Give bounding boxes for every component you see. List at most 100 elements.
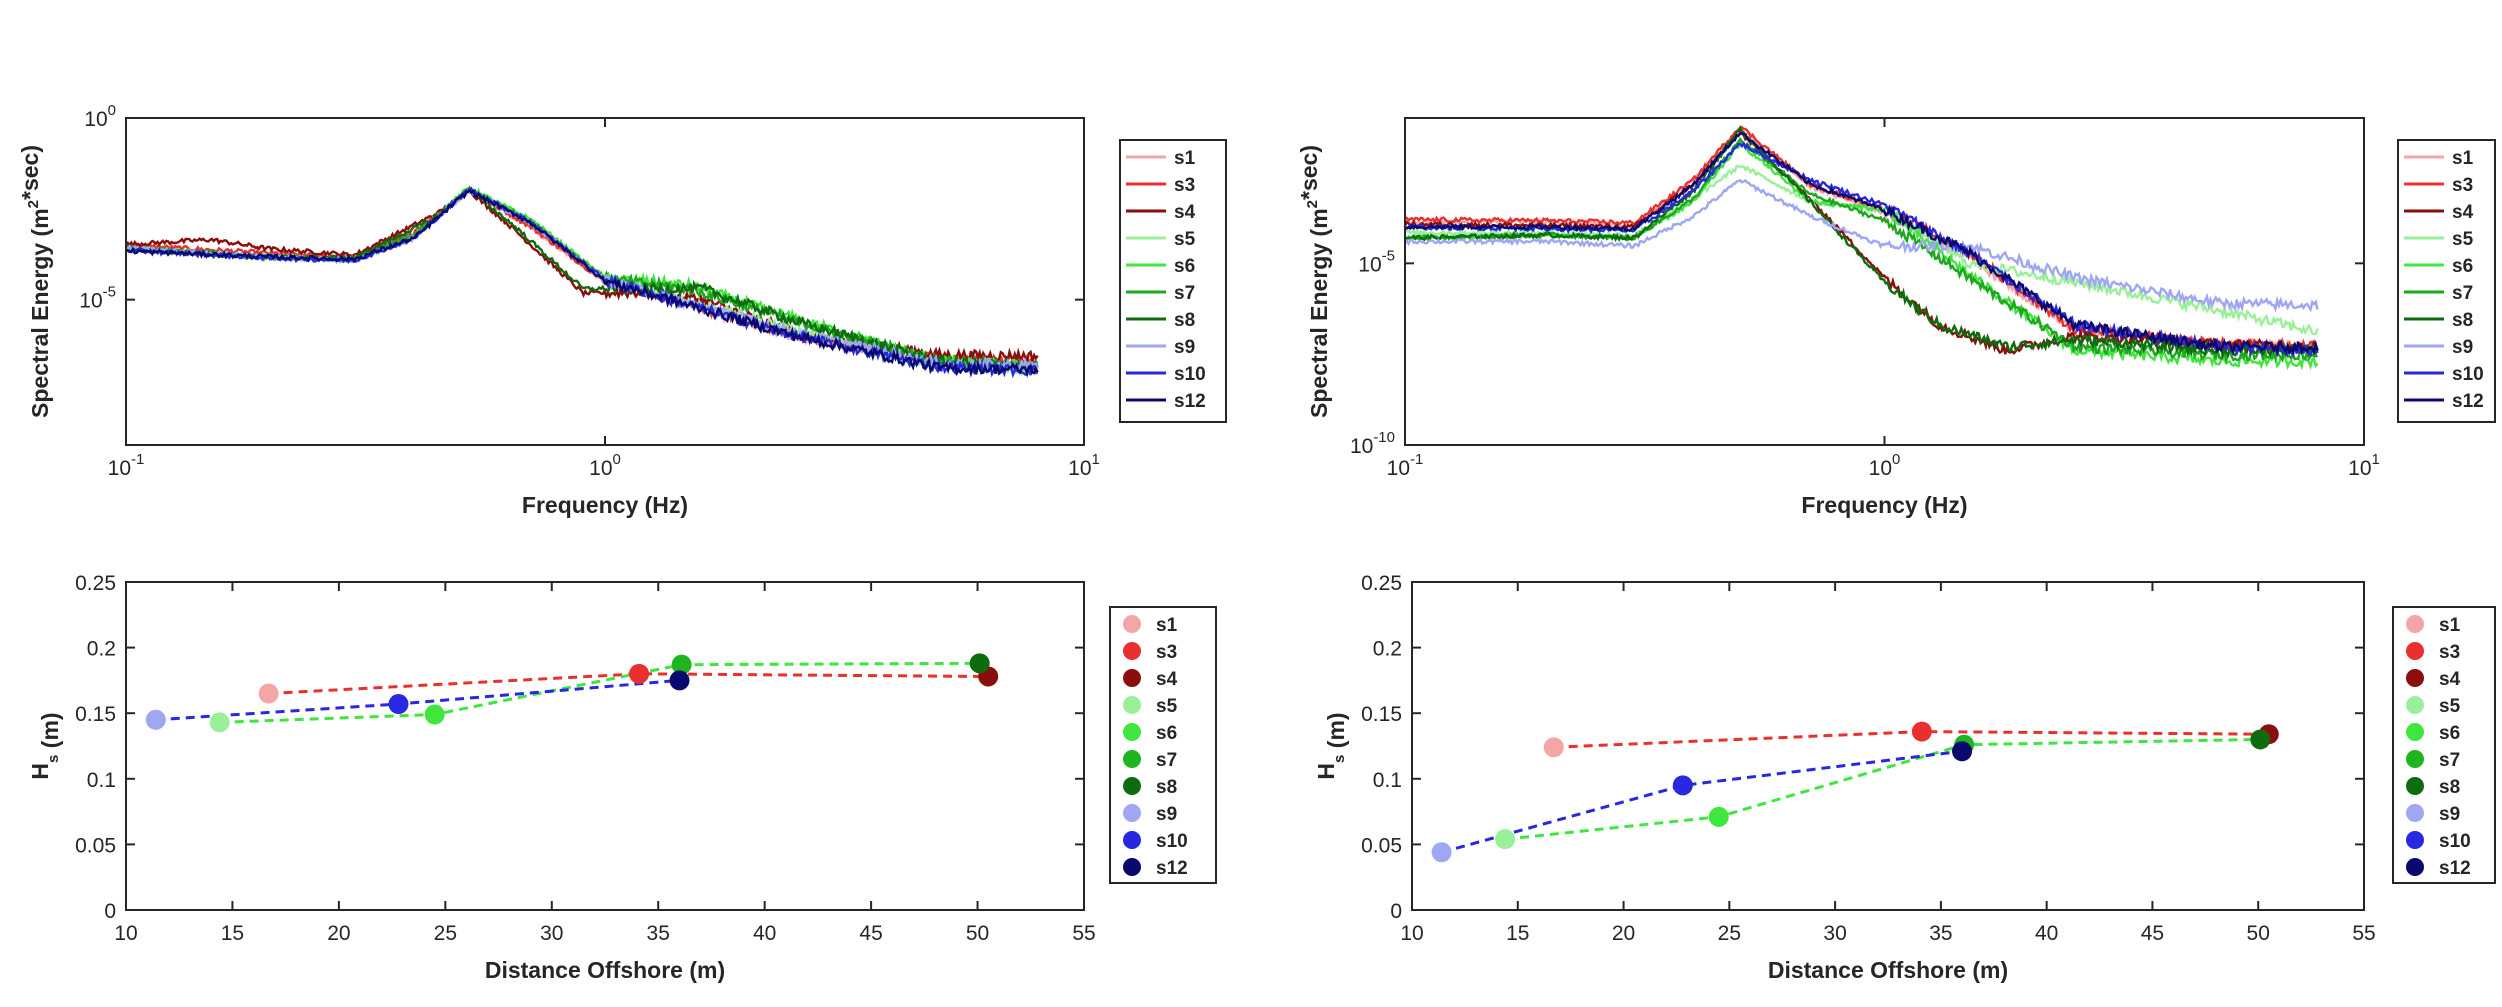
legend-label-s8: s8 [1174, 310, 1195, 331]
y-tick-label: 0.05 [1361, 834, 1402, 857]
legend-label-s3: s3 [2452, 175, 2473, 196]
series-line-s8 [124, 185, 1039, 373]
chart-panel-top-right: s1 s3 s4 s5 s6 s7 s8 s9 s10 s12 10-1 100 101 10-10 10-… [1296, 117, 2496, 518]
point-s8 [2250, 729, 2271, 750]
x-axis-label: Distance Offshore (m) [485, 957, 725, 983]
legend-label-s6: s6 [2452, 256, 2473, 277]
legend-label-s4: s4 [1174, 202, 1196, 223]
legend-marker-s10 [2406, 831, 2424, 849]
legend-marker-s8 [1123, 777, 1141, 795]
legend-marker-s5 [1123, 696, 1141, 714]
series-line-s3 [125, 188, 1038, 369]
point-s3 [629, 663, 650, 684]
point-s6 [424, 704, 445, 725]
legend-marker-s9 [2406, 804, 2424, 822]
dashed-connector-1 [1504, 737, 2261, 841]
legend: s1 s3 s4 s5 s6 s7 s8 s9 s10 s12 [1119, 139, 1227, 423]
legend-marker-s4 [1123, 669, 1141, 687]
x-tick-label: 10 [1400, 922, 1423, 945]
y-tick-label: 10-5 [79, 284, 116, 313]
legend-marker-s8 [2406, 777, 2424, 795]
legend-label-s10: s10 [1174, 364, 1206, 385]
y-tick-label: 0 [1390, 900, 1402, 923]
y-tick-label: 100 [84, 102, 116, 131]
legend: s1 s3 s4 s5 s6 s7 s8 s9 s10 s12 [1109, 606, 1217, 884]
y-axis-label: Hs (m) [27, 712, 63, 779]
point-s3 [1911, 721, 1932, 742]
y-tick-label: 0.15 [1361, 703, 1402, 726]
x-tick-label: 15 [1506, 922, 1529, 945]
legend-label-s6: s6 [2439, 723, 2460, 744]
x-tick-label: 35 [647, 922, 670, 945]
point-s6 [1708, 806, 1729, 827]
legend-label-s4: s4 [2439, 669, 2461, 690]
legend-label-s7: s7 [1156, 750, 1177, 771]
x-tick-label: 20 [327, 922, 350, 945]
y-axis-label: Hs (m) [1313, 712, 1349, 779]
legend-label-s12: s12 [2452, 391, 2484, 412]
dashed-connector-0 [1553, 730, 2269, 749]
legend-marker-s6 [2406, 723, 2424, 741]
x-tick-label: 25 [434, 922, 457, 945]
dashed-connector-0 [268, 672, 989, 695]
x-tick-label: 30 [1823, 922, 1846, 945]
x-tick-label: 50 [966, 922, 989, 945]
legend-label-s5: s5 [1174, 229, 1196, 250]
y-axis-label: Spectral Energy (m2*sec) [17, 145, 53, 418]
legend: s1 s3 s4 s5 s6 s7 s8 s9 s10 s12 [2397, 139, 2496, 423]
legend-label-s5: s5 [1156, 696, 1178, 717]
series-line-s9 [1404, 178, 2319, 313]
legend-marker-s10 [1123, 831, 1141, 849]
legend-label-s8: s8 [2439, 777, 2460, 798]
legend-label-s9: s9 [1156, 804, 1177, 825]
point-s12 [669, 670, 690, 691]
legend-label-s6: s6 [1156, 723, 1177, 744]
y-tick-label: 0.25 [1361, 572, 1402, 595]
y-tick-label: 0 [104, 900, 116, 923]
point-s9 [145, 709, 166, 730]
x-tick-label: 50 [2247, 922, 2270, 945]
legend-label-s3: s3 [1156, 642, 1177, 663]
legend-label-s4: s4 [2452, 202, 2474, 223]
x-tick-label: 25 [1718, 922, 1741, 945]
point-s8 [969, 653, 990, 674]
x-axis-label: Frequency (Hz) [522, 492, 688, 518]
legend-label-s8: s8 [2452, 310, 2473, 331]
legend-marker-s3 [1123, 642, 1141, 660]
legend-label-s3: s3 [2439, 642, 2460, 663]
x-tick-label: 55 [1072, 922, 1095, 945]
chart-panel-bottom-left: s1 s3 s4 s5 s6 s7 s8 s9 s10 s12 10 15 20 25 30 35 40 45 50… [27, 572, 1217, 983]
x-tick-label: 55 [2352, 922, 2375, 945]
legend-label-s12: s12 [1156, 858, 1188, 879]
point-s12 [1952, 741, 1973, 762]
plot-frame [1411, 581, 2365, 911]
legend-marker-s5 [2406, 696, 2424, 714]
chart-panel-bottom-right: s1 s3 s4 s5 s6 s7 s8 s9 s10 s12 10 15 20 25 30 35 40 45 50… [1313, 572, 2496, 983]
point-s10 [388, 694, 409, 715]
legend-marker-s9 [1123, 804, 1141, 822]
legend-label-s5: s5 [2452, 229, 2474, 250]
point-s9 [1431, 842, 1452, 863]
y-tick-label: 10-5 [1358, 247, 1395, 276]
x-tick-label: 100 [589, 451, 621, 480]
plot-area: s1 s3 s4 s5 s6 s7 s8 s9 s10 s12 [1403, 125, 2496, 423]
series-line-s4 [125, 187, 1039, 366]
legend-label-s5: s5 [2439, 696, 2461, 717]
y-tick-label: 0.1 [87, 769, 116, 792]
series-line-s12 [125, 188, 1039, 378]
series-line-s5 [1404, 164, 2319, 336]
x-tick-label: 101 [1068, 451, 1100, 480]
legend-label-s1: s1 [2439, 615, 2461, 636]
legend-label-s10: s10 [2439, 831, 2471, 852]
legend-marker-s3 [2406, 642, 2424, 660]
chart-panel-top-left: s1 s3 s4 s5 s6 s7 s8 s9 s10 s12 10-1 100 101 10-5 100 F… [17, 102, 1227, 518]
legend-box [1119, 139, 1227, 423]
point-s5 [1495, 829, 1516, 850]
legend-label-s6: s6 [1174, 256, 1195, 277]
point-s5 [209, 712, 230, 733]
legend-label-s9: s9 [2452, 337, 2473, 358]
legend-marker-s12 [2406, 858, 2424, 876]
legend-label-s1: s1 [2452, 148, 2474, 169]
legend-label-s4: s4 [1156, 669, 1178, 690]
legend-label-s1: s1 [1156, 615, 1178, 636]
